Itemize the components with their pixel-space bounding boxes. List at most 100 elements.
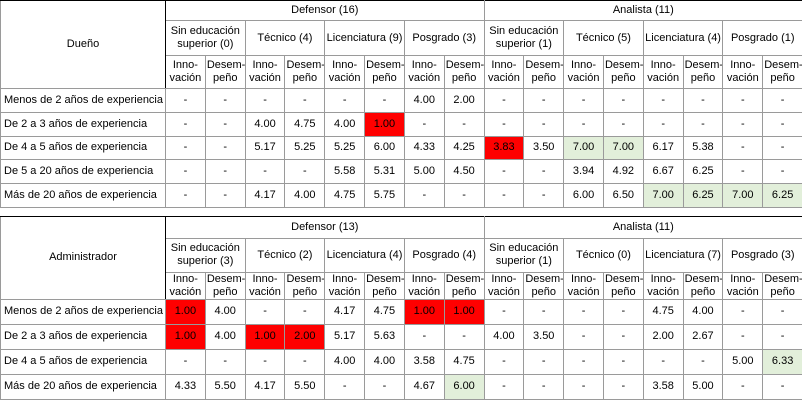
cell: - <box>762 88 802 113</box>
cell: - <box>722 323 764 350</box>
cell: - <box>284 348 326 375</box>
cell: 4.17 <box>324 298 366 325</box>
cell: - <box>244 348 286 375</box>
data-row: De 4 a 5 años de experiencia - - - -4.00 4.00… <box>0 348 802 375</box>
subgroup-header: Sin educación superior (1) <box>483 20 565 56</box>
row-label: Más de 20 años de experiencia <box>0 183 166 208</box>
cell: - <box>204 159 246 185</box>
column-header: Inno-vación <box>165 55 206 89</box>
cell: 4.75 <box>642 298 684 325</box>
cell: 2.00 <box>642 323 684 350</box>
cell: 4.17 <box>244 373 286 400</box>
cell: 6.25 <box>682 183 724 208</box>
cell: 3.83 <box>483 135 525 161</box>
cell: 5.50 <box>204 373 246 400</box>
column-header: Inno-vación <box>244 55 286 89</box>
cell: 2.00 <box>443 88 485 113</box>
cell: - <box>483 183 525 208</box>
cell: 1.00 <box>403 298 445 325</box>
cell: 5.17 <box>244 135 286 161</box>
group-header: Defensor (16) <box>165 0 485 21</box>
cell: - <box>563 111 604 137</box>
data-row: Menos de 2 años de experiencia - - - - - -4.00… <box>0 88 802 113</box>
cell: 7.00 <box>642 183 684 208</box>
cell: 1.00 <box>443 298 485 325</box>
cell: - <box>244 159 286 185</box>
header-row: Inno-vación Desem-peño Inno-vación Desem-pe… <box>1 55 802 89</box>
subgroup-header: Sin educación superior (0) <box>165 20 246 56</box>
cell: - <box>165 159 206 185</box>
cell: - <box>204 183 246 208</box>
column-header: Inno-vación <box>483 271 525 300</box>
cell: 4.50 <box>443 159 485 185</box>
cell: - <box>364 88 405 113</box>
subgroup-header: Sin educación superior (1) <box>483 237 565 273</box>
cell: - <box>722 373 764 400</box>
column-header: Desem-peño <box>204 55 246 89</box>
header-row: Administrador Defensor (13) Analista (11) <box>0 215 802 300</box>
column-header: Desem-peño <box>443 55 485 89</box>
cell: 6.00 <box>443 373 485 400</box>
cell: - <box>165 183 206 208</box>
cell: 6.33 <box>762 348 802 375</box>
subgroup-header: Licenciatura (4) <box>324 237 405 273</box>
cell: 7.00 <box>563 135 604 161</box>
cell: - <box>483 348 525 375</box>
corner-label: Dueño <box>0 0 166 89</box>
cell: 4.00 <box>682 298 724 325</box>
cell: - <box>762 298 802 325</box>
cell: 6.17 <box>642 135 684 161</box>
cell: 6.00 <box>364 135 405 161</box>
cell: 5.50 <box>284 373 326 400</box>
cell: - <box>682 111 724 137</box>
subgroup-header: Técnico (2) <box>244 237 326 273</box>
column-header: Desem-peño <box>523 55 565 89</box>
column-header: Desem-peño <box>602 271 644 300</box>
column-header: Inno-vación <box>244 271 286 300</box>
cell: - <box>483 373 525 400</box>
table: Administrador Defensor (13) Analista (11) S… <box>0 215 802 400</box>
cell: 4.33 <box>165 373 206 400</box>
column-header: Desem-peño <box>364 271 405 300</box>
cell: - <box>563 373 604 400</box>
cell: - <box>602 373 644 400</box>
cell: 6.25 <box>762 183 802 208</box>
cell: - <box>722 298 764 325</box>
row-label: Menos de 2 años de experiencia <box>0 298 166 325</box>
cell: - <box>244 298 286 325</box>
subgroup-header: Licenciatura (4) <box>642 20 724 56</box>
cell: 5.00 <box>682 373 724 400</box>
cell: 5.00 <box>403 159 445 185</box>
cell: 4.00 <box>284 183 326 208</box>
cell: 7.00 <box>722 183 764 208</box>
column-header: Inno-vación <box>722 55 764 89</box>
cell: - <box>642 88 684 113</box>
data-row: Menos de 2 años de experiencia 1.00 4.00- -… <box>0 298 802 325</box>
cell: 7.00 <box>602 135 644 161</box>
cell: - <box>443 323 485 350</box>
cell: 4.92 <box>602 159 644 185</box>
group-header: Analista (11) <box>483 0 802 21</box>
subgroup-header: Técnico (5) <box>563 20 644 56</box>
cell: 5.75 <box>364 183 405 208</box>
cell: - <box>523 159 565 185</box>
column-header: Inno-vación <box>324 55 366 89</box>
cell: 1.00 <box>244 323 286 350</box>
cell: - <box>403 111 445 137</box>
row-label: De 4 a 5 años de experiencia <box>0 348 166 375</box>
cell: - <box>324 373 366 400</box>
cell: 4.25 <box>443 135 485 161</box>
subgroup-header: Posgrado (3) <box>722 237 802 273</box>
cell: - <box>523 298 565 325</box>
column-header: Desem-peño <box>682 271 724 300</box>
column-header: Inno-vación <box>403 271 445 300</box>
header-row: Inno-vación Desem-peño Inno-vación Desem-pe… <box>1 271 802 300</box>
cell: - <box>523 348 565 375</box>
cell: - <box>722 135 764 161</box>
cell: 4.75 <box>443 348 485 375</box>
column-header: Desem-peño <box>443 271 485 300</box>
cell: - <box>204 135 246 161</box>
cell: - <box>563 323 604 350</box>
table: Dueño Defensor (16) Analista (11) Sin educa… <box>0 0 802 208</box>
column-header: Desem-peño <box>682 55 724 89</box>
